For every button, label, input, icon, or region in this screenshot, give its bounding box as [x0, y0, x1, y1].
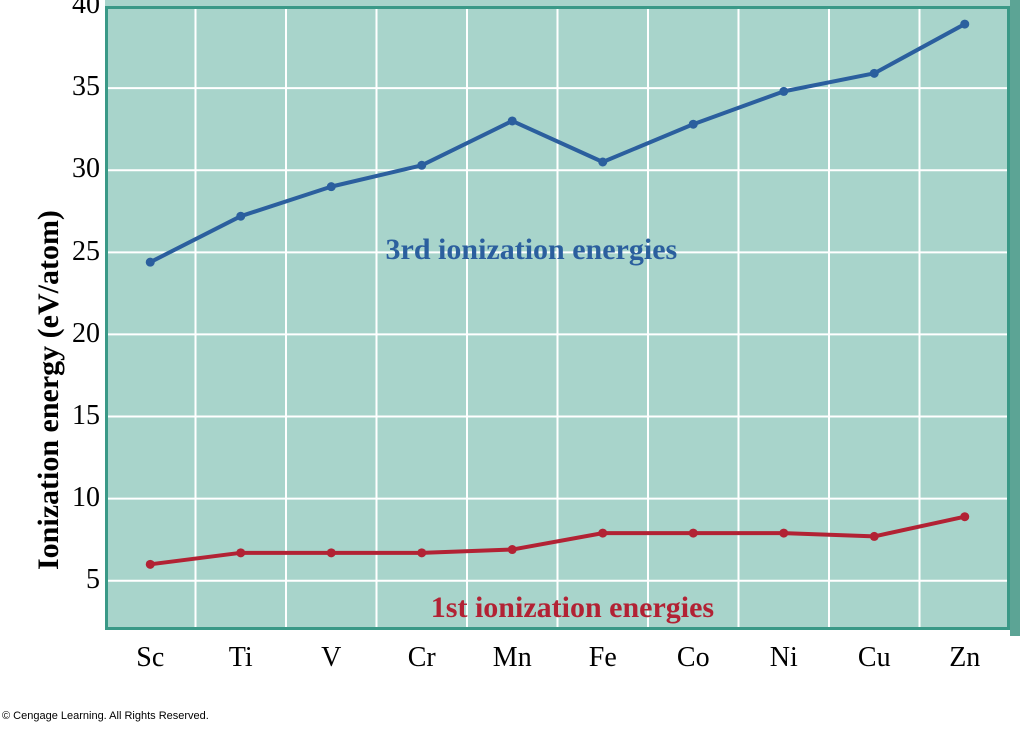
series-marker-ie3	[870, 69, 879, 78]
y-tick-label: 20	[55, 318, 100, 350]
x-tick-label: Mn	[482, 642, 542, 674]
series-marker-ie3	[146, 258, 155, 267]
x-tick-label: Co	[663, 642, 723, 674]
x-tick-label: Ti	[211, 642, 271, 674]
x-tick-label: Ni	[754, 642, 814, 674]
x-tick-label: Zn	[935, 642, 995, 674]
y-tick-label: 15	[55, 400, 100, 432]
series-marker-ie1	[960, 512, 969, 521]
series-marker-ie1	[417, 548, 426, 557]
series-label-ie1: 1st ionization energies	[431, 591, 714, 625]
series-marker-ie1	[236, 548, 245, 557]
x-tick-label: Sc	[120, 642, 180, 674]
plot-area	[105, 6, 1010, 630]
x-tick-label: Cr	[392, 642, 452, 674]
series-marker-ie1	[327, 548, 336, 557]
series-marker-ie3	[960, 20, 969, 29]
series-marker-ie1	[779, 529, 788, 538]
y-tick-label: 10	[55, 482, 100, 514]
series-marker-ie1	[870, 532, 879, 541]
series-marker-ie3	[779, 87, 788, 96]
y-tick-label: 40	[55, 0, 100, 21]
x-tick-label: Cu	[844, 642, 904, 674]
series-marker-ie3	[417, 161, 426, 170]
series-label-ie3: 3rd ionization energies	[386, 233, 678, 267]
panel-3d-right	[1010, 0, 1020, 636]
series-marker-ie3	[327, 182, 336, 191]
y-tick-label: 30	[55, 153, 100, 185]
series-marker-ie3	[508, 116, 517, 125]
series-marker-ie1	[508, 545, 517, 554]
y-tick-label: 25	[55, 236, 100, 268]
y-tick-label: 35	[55, 71, 100, 103]
x-tick-label: Fe	[573, 642, 633, 674]
plot-svg	[105, 6, 1010, 630]
series-marker-ie3	[236, 212, 245, 221]
series-marker-ie1	[689, 529, 698, 538]
x-tick-label: V	[301, 642, 361, 674]
chart-container: Ionization energy (eV/atom) 510152025303…	[0, 0, 1034, 729]
series-marker-ie1	[146, 560, 155, 569]
series-marker-ie3	[598, 158, 607, 167]
y-tick-label: 5	[55, 564, 100, 596]
series-marker-ie1	[598, 529, 607, 538]
series-marker-ie3	[689, 120, 698, 129]
copyright-text: © Cengage Learning. All Rights Reserved.	[2, 710, 209, 722]
